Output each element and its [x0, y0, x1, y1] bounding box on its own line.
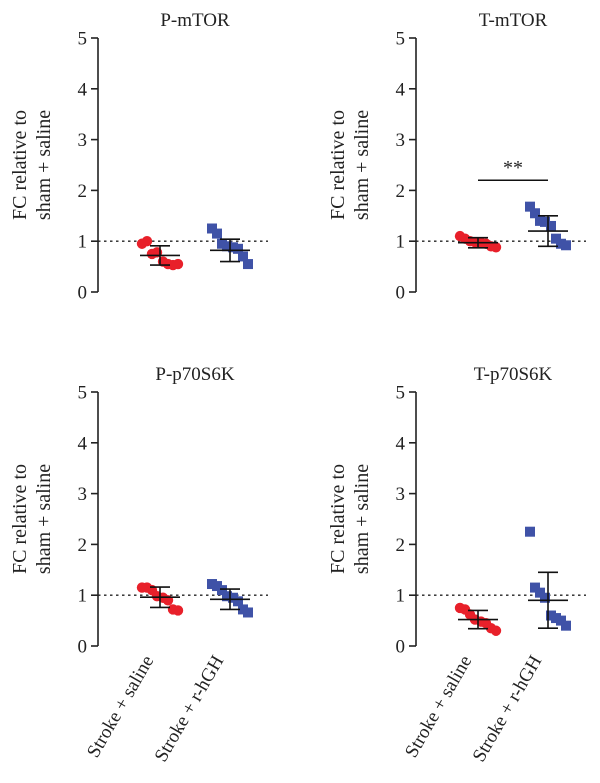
y-tick-label: 4 — [78, 79, 88, 100]
y-tick-label: 0 — [396, 637, 406, 658]
y-axis-label: FC relative to sham + saline — [9, 464, 55, 574]
y-tick-label: 1 — [396, 232, 406, 253]
y-tick-label: 3 — [78, 484, 88, 505]
data-point — [551, 233, 561, 244]
y-tick-label: 2 — [396, 181, 406, 202]
group-1 — [525, 526, 571, 631]
data-point — [172, 605, 184, 616]
data-point — [222, 241, 232, 252]
data-point — [540, 592, 550, 603]
data-point — [238, 251, 248, 262]
group-0 — [136, 582, 184, 616]
data-point — [525, 201, 535, 212]
panel-title: T-mTOR — [479, 10, 548, 31]
data-point — [561, 620, 571, 631]
y-axis-label: FC relative to sham + saline — [327, 464, 373, 574]
data-point — [546, 220, 556, 231]
y-tick-label: 4 — [78, 433, 88, 454]
y-axis-label: FC relative to sham + saline — [327, 110, 373, 220]
data-point — [525, 526, 535, 537]
y-tick-label: 5 — [396, 29, 406, 50]
panel-0: P-mTOR 0 1 2 3 4 5 FC relative to sham + saline — [9, 10, 268, 304]
panel-3: T-p70S6K 0 1 2 3 4 5 FC relative to sham + salin… — [327, 364, 586, 766]
data-point — [217, 585, 227, 596]
panel-title: P-p70S6K — [155, 364, 234, 385]
data-point — [233, 596, 243, 607]
group-1 — [207, 579, 253, 618]
y-axis-label: FC relative to sham + saline — [9, 110, 55, 220]
group-0 — [136, 236, 184, 271]
y-tick-label: 1 — [78, 232, 88, 253]
y-tick-label: 2 — [78, 535, 88, 556]
data-point — [172, 258, 184, 270]
data-point — [243, 259, 253, 270]
category-label: Stroke + r-hGH — [151, 652, 229, 766]
y-tick-label: 0 — [396, 283, 406, 304]
y-tick-label: 2 — [78, 181, 88, 202]
data-point — [212, 228, 222, 239]
data-point — [535, 587, 545, 598]
data-point — [233, 243, 243, 254]
panel-title: T-p70S6K — [474, 364, 553, 385]
y-tick-label: 4 — [396, 433, 406, 454]
y-tick-label: 0 — [78, 637, 88, 658]
data-point — [222, 591, 232, 602]
group-1 — [207, 223, 253, 270]
data-point — [530, 582, 540, 593]
y-tick-label: 3 — [396, 484, 406, 505]
y-tick-label: 5 — [78, 383, 88, 404]
y-tick-label: 4 — [396, 79, 406, 100]
data-point — [490, 625, 502, 636]
data-point — [243, 607, 253, 618]
y-tick-label: 1 — [396, 586, 406, 607]
data-point — [556, 615, 566, 626]
data-point — [490, 242, 502, 253]
category-label: Stroke + saline — [401, 652, 476, 761]
y-tick-label: 5 — [396, 383, 406, 404]
y-tick-label: 3 — [78, 130, 88, 151]
category-label: Stroke + r-hGH — [469, 652, 547, 766]
data-point — [530, 208, 540, 219]
y-tick-label: 1 — [78, 586, 88, 607]
data-point — [207, 223, 217, 234]
group-0 — [454, 230, 502, 253]
data-point — [141, 236, 153, 247]
panel-title: P-mTOR — [160, 10, 230, 31]
panel-2: P-p70S6K 0 1 2 3 4 5 FC relative to sham + salin… — [9, 364, 268, 766]
y-tick-label: 0 — [78, 283, 88, 304]
y-tick-label: 2 — [396, 535, 406, 556]
group-1 — [525, 201, 571, 251]
significance-label: ** — [503, 157, 523, 179]
y-tick-label: 3 — [396, 130, 406, 151]
data-point — [561, 240, 571, 251]
data-point — [540, 216, 550, 227]
group-0 — [454, 602, 502, 636]
panel-1: T-mTOR 0 1 2 3 4 5 FC relative to sham + saline *… — [327, 10, 586, 304]
category-label: Stroke + saline — [83, 652, 158, 761]
y-tick-label: 5 — [78, 29, 88, 50]
